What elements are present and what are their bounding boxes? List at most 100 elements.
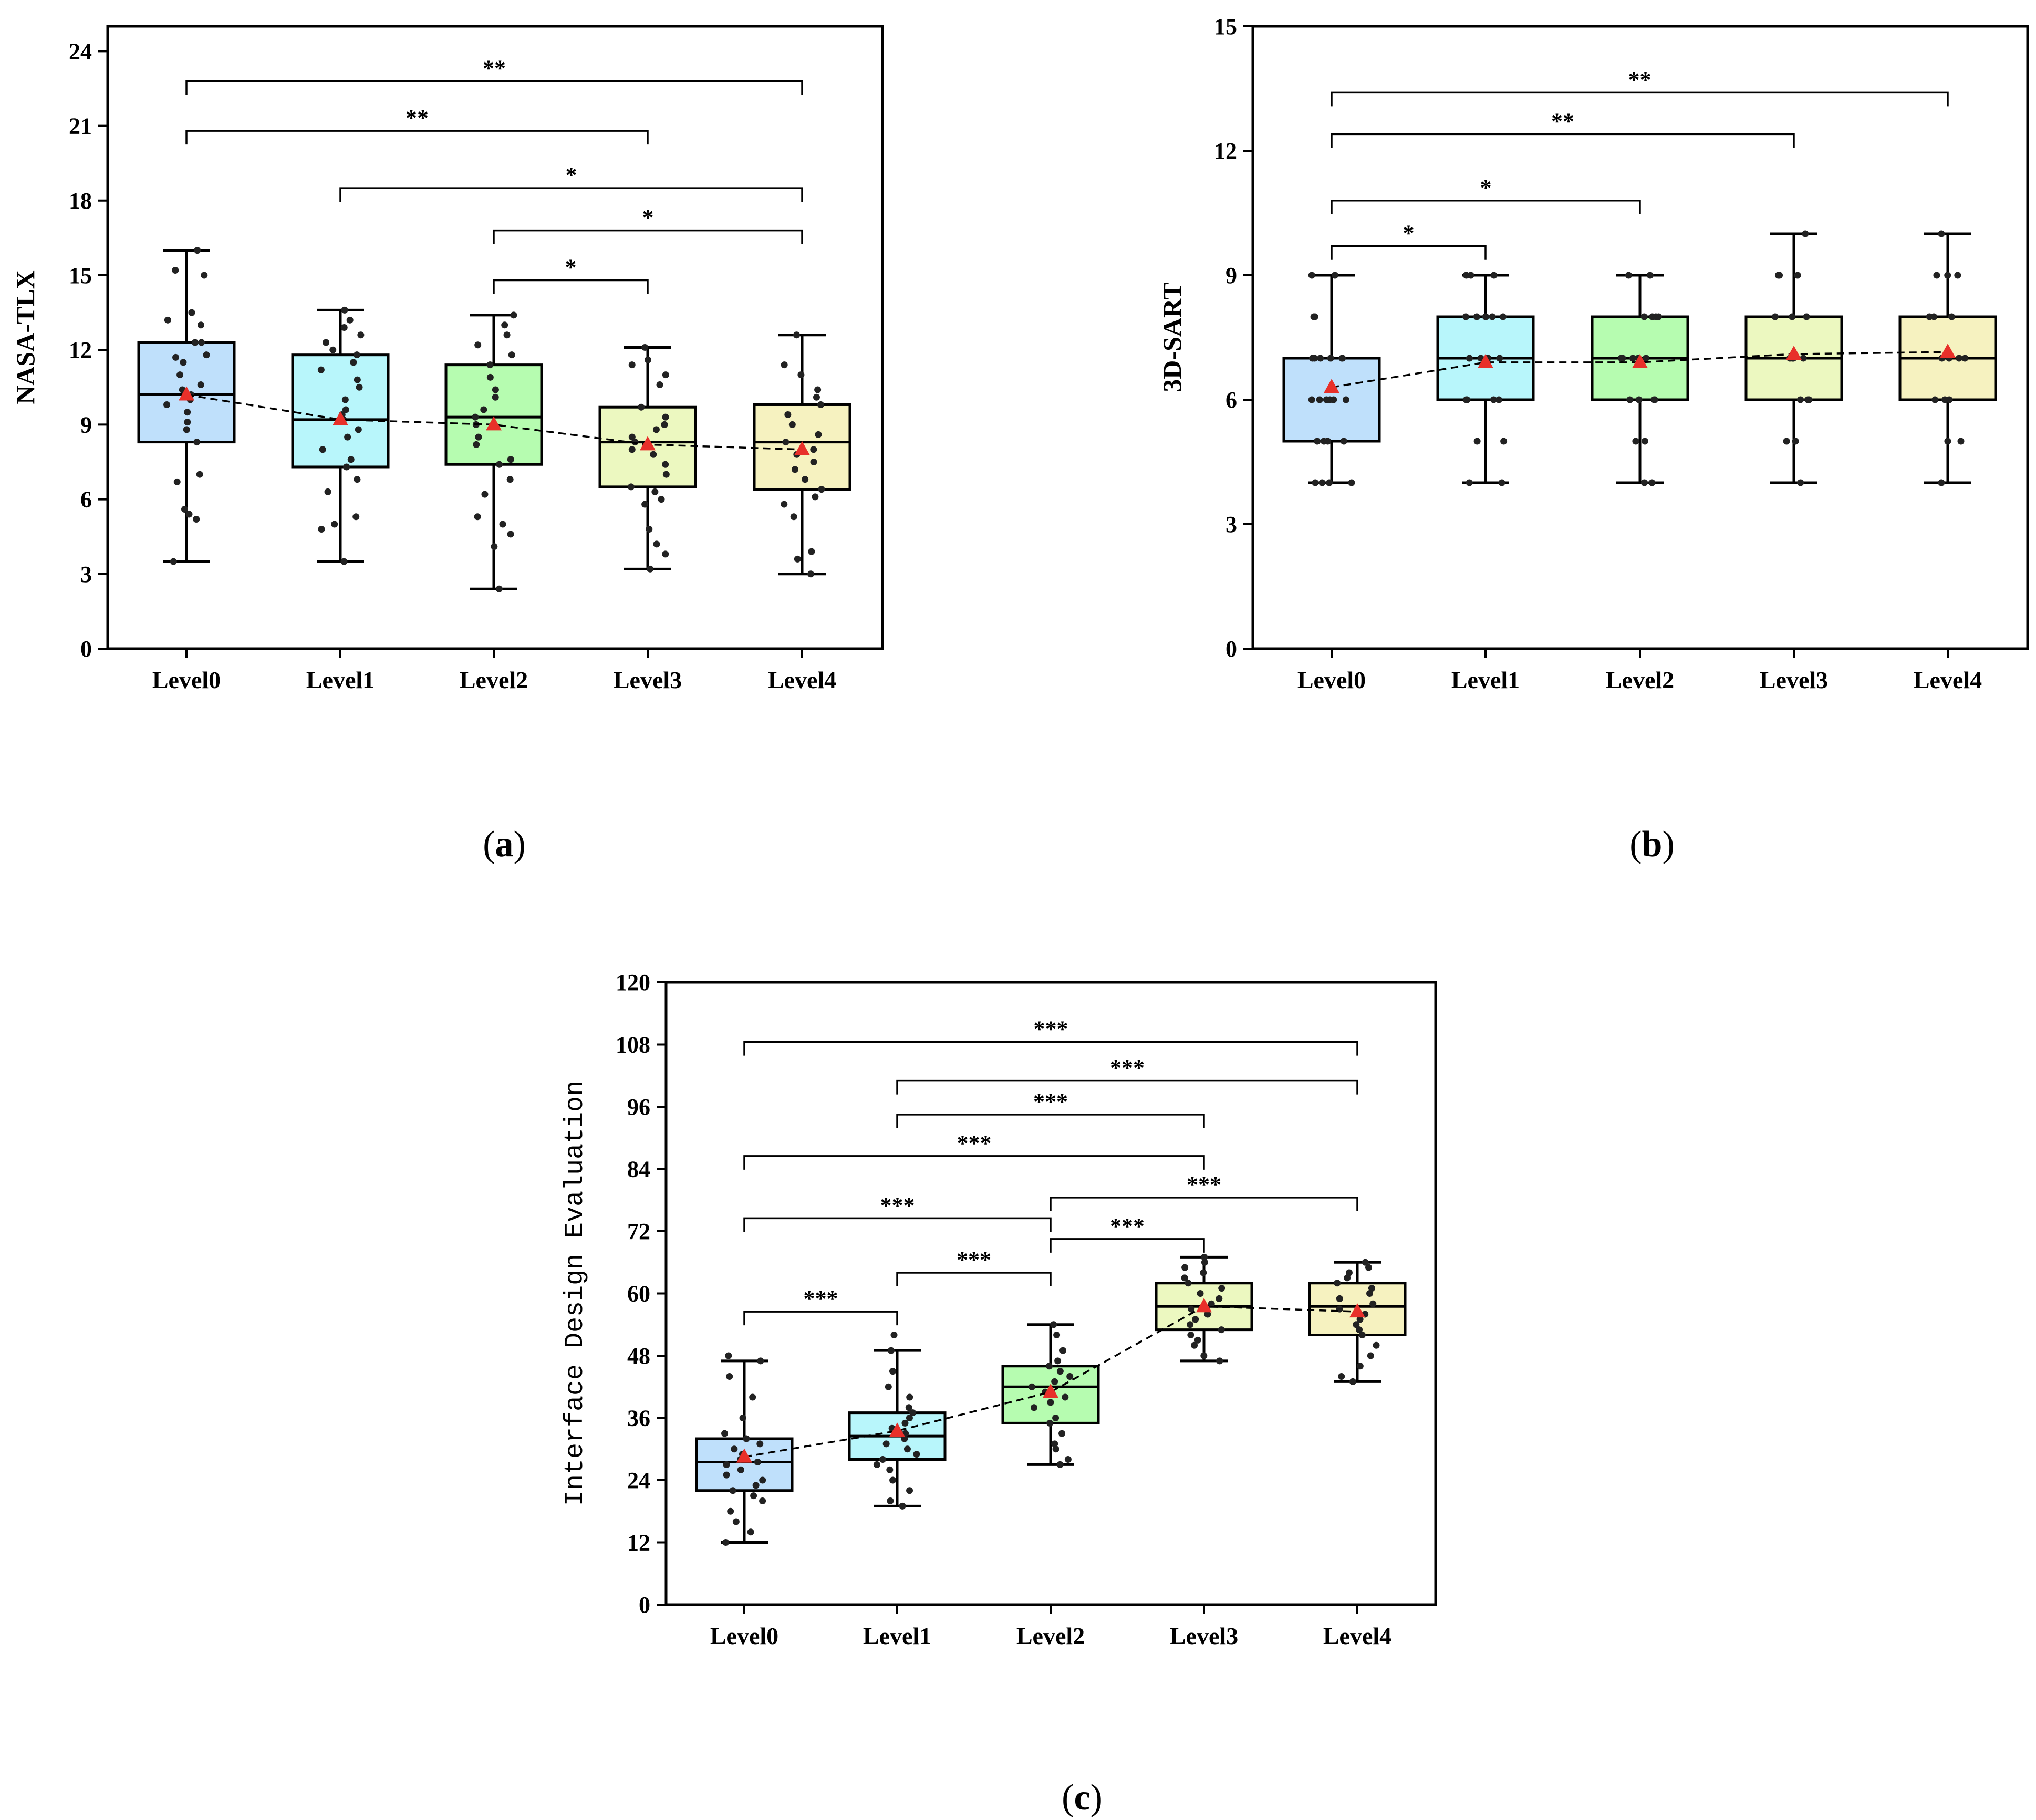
mean-marker-level4	[1349, 1303, 1365, 1318]
data-point	[797, 371, 805, 379]
data-point	[503, 331, 511, 339]
significance-label: *	[1480, 175, 1492, 201]
significance-label: ***	[1187, 1172, 1221, 1198]
data-point	[747, 1528, 754, 1536]
data-point	[350, 359, 357, 366]
significance-bracket: **	[185, 55, 803, 95]
data-point	[647, 565, 654, 573]
data-point	[1056, 1368, 1064, 1375]
mean-marker-level0	[1324, 379, 1339, 393]
data-point	[757, 1357, 764, 1365]
data-point	[1218, 1326, 1225, 1334]
y-tick-label: 15	[69, 263, 92, 288]
data-point	[732, 1518, 740, 1525]
data-point	[1617, 355, 1625, 362]
data-point	[1192, 1316, 1199, 1323]
mean-marker-level4	[794, 441, 810, 455]
data-point	[1046, 1419, 1054, 1427]
data-point	[1200, 1269, 1207, 1276]
data-point	[1320, 438, 1327, 445]
data-point	[662, 413, 669, 421]
data-point	[743, 1435, 750, 1442]
bracket-line	[1331, 200, 1641, 214]
data-point	[340, 324, 348, 331]
x-tick-label-level3: Level3	[1760, 667, 1828, 693]
data-point	[198, 339, 205, 346]
significance-label: ***	[957, 1247, 991, 1273]
data-point	[1345, 1269, 1353, 1276]
data-point	[324, 488, 331, 495]
data-point	[1944, 438, 1951, 445]
data-point	[1635, 396, 1643, 403]
data-point	[340, 558, 348, 565]
data-point	[1625, 272, 1633, 279]
data-point	[1030, 1404, 1037, 1411]
chart-a-nasa-tlx: 0 3 6 9 12 15 18 21 24 NASA-TLX Level0 Level1 Level2…	[11, 25, 884, 865]
data-point	[1185, 1280, 1192, 1287]
data-point	[807, 570, 815, 578]
x-tick-label-level3: Level3	[1170, 1623, 1238, 1649]
x-tick-label-level0: Level0	[152, 667, 221, 693]
data-point	[1358, 1332, 1366, 1338]
mean-marker-level0	[736, 1448, 752, 1463]
data-point	[810, 446, 817, 453]
data-point	[628, 446, 636, 453]
mean-marker-level2	[1043, 1384, 1058, 1398]
significance-bracket: ***	[743, 1286, 898, 1326]
significance-bracket: ***	[743, 1016, 1358, 1056]
data-point	[886, 1466, 894, 1473]
x-tick-label-level0: Level0	[710, 1623, 778, 1649]
data-point	[1626, 396, 1634, 403]
significance-bracket: ***	[743, 1130, 1205, 1170]
data-point	[506, 476, 514, 483]
x-tick-label-level1: Level1	[863, 1623, 931, 1649]
y-tick-label: 60	[627, 1281, 650, 1307]
y-tick-label: 12	[627, 1530, 650, 1556]
data-point	[781, 361, 788, 369]
data-point	[342, 406, 349, 413]
data-point	[1641, 438, 1648, 445]
data-point	[176, 371, 184, 379]
x-tick-label-level0: Level0	[1297, 667, 1366, 693]
data-point	[480, 406, 487, 413]
significance-bracket: *	[493, 254, 649, 294]
box-level1	[848, 1332, 947, 1510]
plot-frame	[664, 981, 1437, 1606]
data-point	[1938, 230, 1945, 237]
significance-bracket: ***	[896, 1055, 1358, 1095]
data-point	[1800, 355, 1807, 362]
data-point	[1473, 313, 1480, 320]
data-point	[1216, 1295, 1223, 1302]
y-tick-label: 72	[627, 1219, 650, 1244]
data-point	[1338, 1373, 1345, 1380]
data-point	[474, 513, 481, 521]
significance-label: ***	[1110, 1213, 1145, 1239]
data-point	[906, 1487, 913, 1494]
data-point	[818, 486, 825, 493]
data-point	[353, 351, 360, 359]
data-point	[1191, 1341, 1198, 1349]
caption: (a)	[483, 824, 526, 865]
bracket-line	[743, 1041, 1358, 1056]
data-point	[1367, 1352, 1374, 1359]
data-point	[352, 513, 360, 521]
data-point	[184, 409, 191, 416]
data-point	[1353, 1321, 1360, 1328]
data-point	[782, 439, 790, 446]
data-point	[737, 1466, 744, 1473]
iqr-box	[444, 363, 543, 466]
data-point	[1651, 396, 1658, 403]
data-point	[1348, 479, 1355, 486]
data-point	[1794, 272, 1801, 279]
data-point	[1051, 1440, 1058, 1448]
data-point	[754, 1458, 761, 1465]
mean-trend-line	[1331, 351, 1948, 389]
data-point	[879, 1456, 886, 1463]
data-point	[1482, 313, 1489, 320]
significance-bracket: ***	[896, 1247, 1052, 1286]
y-axis-label: 3D-SART	[1157, 282, 1187, 392]
data-point	[491, 543, 498, 550]
data-point	[318, 525, 325, 533]
significance-label: ***	[1110, 1055, 1145, 1081]
data-point	[644, 356, 651, 363]
